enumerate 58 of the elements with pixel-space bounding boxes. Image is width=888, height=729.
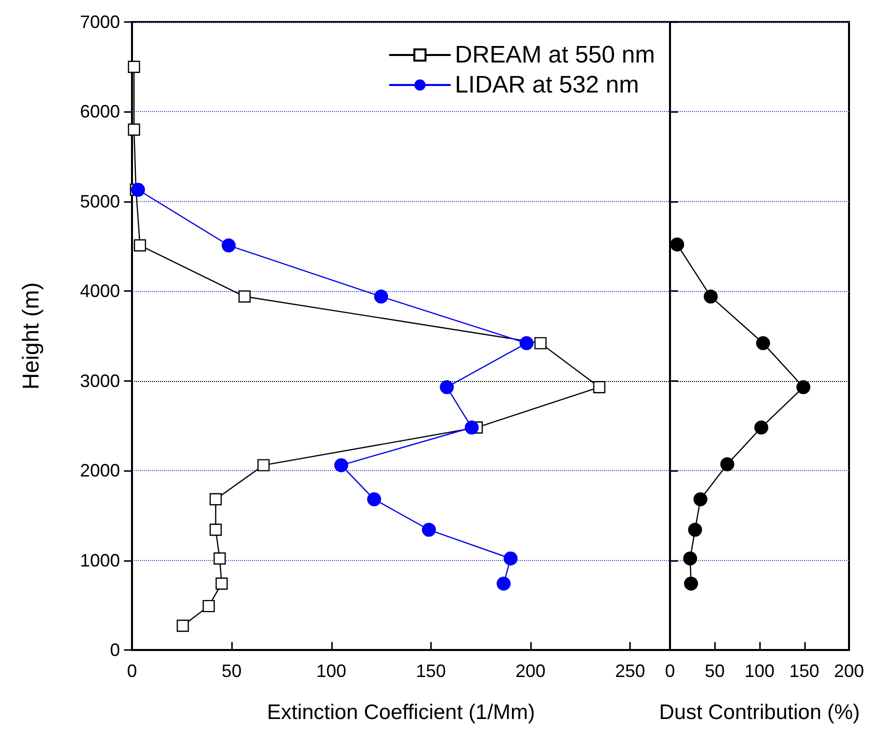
y-tick-label: 3000 [80, 370, 120, 391]
x-tick-label: 100 [316, 661, 346, 681]
point [374, 290, 388, 304]
legend-label: LIDAR at 532 nm [454, 72, 640, 98]
y-tick-label: 1000 [80, 550, 120, 570]
point [534, 337, 547, 350]
y-tick-label: 4000 [80, 281, 120, 302]
point [202, 600, 215, 612]
x-tick-label: 150 [416, 661, 446, 681]
point [593, 381, 606, 394]
point [210, 524, 222, 536]
x-tick-label: 150 [789, 661, 820, 681]
y-axis-title: Height (m) [18, 282, 44, 390]
point [238, 290, 251, 303]
point [257, 459, 270, 472]
x-tick-label: 0 [664, 661, 676, 681]
y-tick-label: 5000 [80, 191, 120, 212]
point [683, 551, 698, 566]
y-tick-label: 7000 [80, 12, 120, 32]
point [216, 578, 228, 590]
x-tick-label: 200 [834, 661, 864, 681]
point [222, 238, 236, 252]
point [684, 576, 698, 591]
point [670, 237, 684, 252]
x-tick-label: 200 [515, 661, 546, 681]
point [754, 420, 768, 435]
point [496, 576, 511, 591]
point [756, 336, 770, 350]
point [464, 420, 479, 435]
point [128, 124, 140, 136]
x-tick-label: 100 [744, 661, 775, 681]
point [134, 239, 146, 252]
x-tick-label: 50 [704, 661, 725, 681]
point [704, 290, 718, 304]
point [128, 60, 140, 73]
point [422, 522, 436, 537]
x-tick-label: 0 [126, 661, 138, 681]
point [130, 182, 145, 197]
point [720, 457, 734, 472]
point [214, 552, 226, 565]
point [796, 380, 810, 394]
point [520, 336, 534, 350]
x-tick-label: 250 [615, 661, 646, 681]
point [334, 458, 348, 472]
point [176, 620, 189, 632]
x-axis-title: Dust Contribution (%) [659, 701, 860, 724]
point [693, 492, 708, 506]
point [504, 551, 518, 566]
point [210, 493, 222, 506]
point [688, 522, 702, 537]
x-axis-title: Extinction Coefficient (1/Mm) [266, 701, 536, 724]
y-tick-label: 6000 [80, 102, 120, 122]
point [440, 380, 454, 394]
y-tick-label: 2000 [80, 460, 120, 481]
y-tick-label: 0 [110, 640, 120, 660]
legend-label: DREAM at 550 nm [454, 42, 656, 68]
point [367, 492, 382, 506]
x-tick-label: 50 [222, 661, 242, 681]
